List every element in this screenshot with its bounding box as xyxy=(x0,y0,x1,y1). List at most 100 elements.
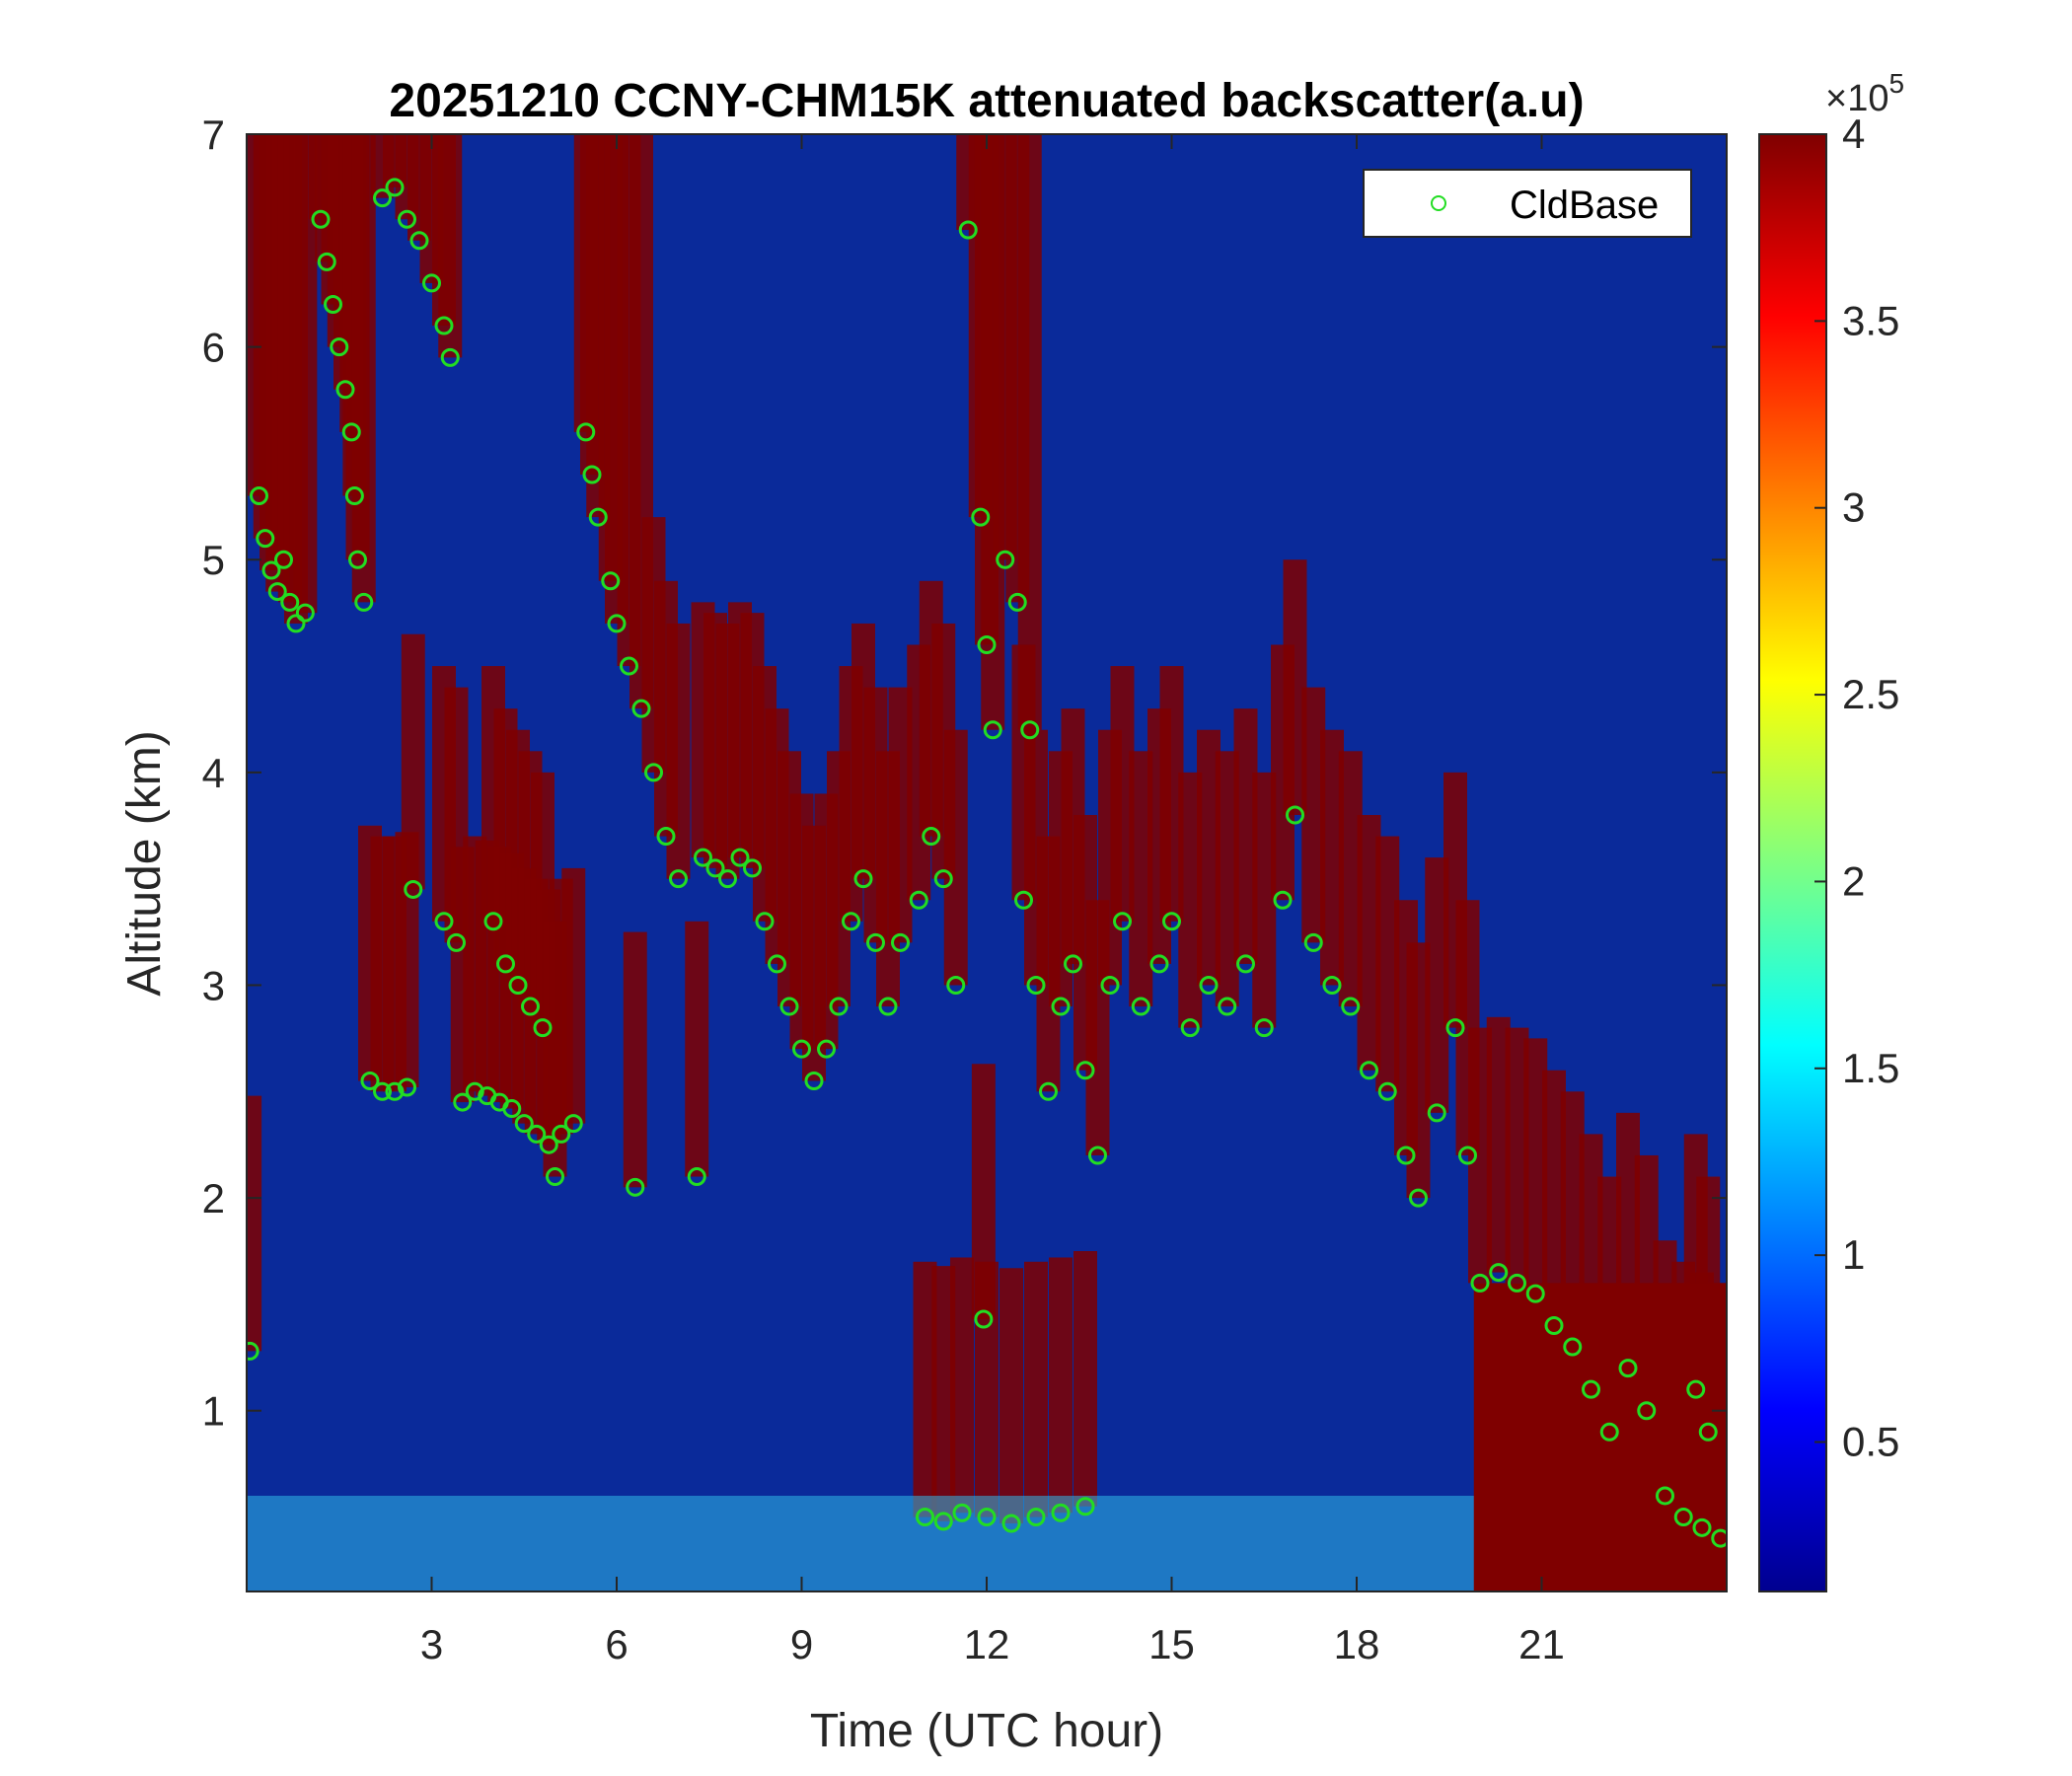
backscatter-cloud-column xyxy=(666,623,691,879)
cloud-base-point xyxy=(601,571,621,591)
backscatter-cloud-column xyxy=(623,931,647,1188)
cloud-base-point xyxy=(398,209,416,229)
x-axis-label: Time (UTC hour) xyxy=(810,1705,1163,1757)
cloud-base-point xyxy=(817,1039,836,1059)
cloud-base-point xyxy=(1618,1359,1638,1378)
cloud-base-point xyxy=(1026,975,1046,995)
y-axis-ticks: 1 2 3 4 5 6 7 xyxy=(202,111,1727,1435)
cloud-base-point xyxy=(792,1039,811,1059)
backscatter-field xyxy=(247,134,1727,1591)
cloud-base-point xyxy=(453,1092,473,1112)
cloud-base-point xyxy=(607,614,627,633)
cloud-base-point xyxy=(1039,1081,1058,1101)
cloud-base-point xyxy=(1599,1422,1619,1442)
cloud-base-point xyxy=(1088,1146,1107,1165)
y-tick-label: 6 xyxy=(202,325,225,371)
backscatter-cloud-column xyxy=(438,134,463,358)
cloud-base-point xyxy=(853,869,873,889)
colorbar-tick-label: 3.5 xyxy=(1842,297,1899,343)
y-tick-label: 4 xyxy=(202,750,225,796)
backscatter-cloud-column xyxy=(971,1064,996,1320)
backscatter-cloud-column xyxy=(685,921,709,1177)
cloud-base-point xyxy=(1698,1422,1718,1442)
cloud-base-point xyxy=(1199,975,1219,995)
cloud-base-point xyxy=(360,1072,380,1091)
cloud-base-point xyxy=(1273,890,1293,910)
cloud-base-point xyxy=(1322,975,1342,995)
cloud-base-point xyxy=(344,486,364,506)
cloud-base-point xyxy=(348,550,367,569)
cloud-base-point xyxy=(891,932,910,952)
backscatter-cloud-column xyxy=(950,1257,974,1514)
legend-marker-icon xyxy=(1431,195,1446,211)
cloud-base-point xyxy=(1064,954,1082,974)
cloud-base-point xyxy=(631,699,651,718)
y-tick-label: 3 xyxy=(202,962,225,1008)
chart-title: 20251210 CCNY-CHM15K attenuated backscat… xyxy=(389,75,1584,127)
cloud-base-point xyxy=(1360,1061,1378,1080)
colorbar-multiplier: ×105 xyxy=(1825,68,1904,119)
cloud-base-point xyxy=(933,1512,953,1531)
cloud-base-point xyxy=(440,347,460,367)
cloud-base-point xyxy=(743,858,762,878)
cloud-base-point xyxy=(694,848,712,867)
cloud-base-point xyxy=(626,1177,645,1197)
cloud-base-point xyxy=(552,1124,571,1144)
cloud-base-point xyxy=(539,1135,558,1154)
colorbar-ticks: 0.5 1 1.5 2 2.5 3 3.5 4 xyxy=(1814,111,1899,1465)
cloud-base-point xyxy=(483,912,503,931)
x-tick-label: 9 xyxy=(790,1621,813,1667)
cloud-base-point xyxy=(983,720,1002,740)
cloud-base-point xyxy=(582,465,602,484)
cloud-base-point xyxy=(295,603,315,623)
cloud-base-point xyxy=(1508,1273,1526,1293)
cloud-base-point xyxy=(878,997,898,1016)
cloud-base-point xyxy=(1162,912,1181,931)
low-cloud-region xyxy=(1473,1283,1727,1591)
cloud-base-point xyxy=(373,1081,392,1101)
backscatter-cloud-column xyxy=(247,1095,262,1352)
cloud-base-point xyxy=(385,1081,405,1101)
backscatter-cloud-column xyxy=(401,633,425,890)
cloud-base-point xyxy=(546,1167,564,1187)
cloud-base-point xyxy=(1470,1273,1490,1293)
cloud-base-point xyxy=(996,550,1015,569)
backscatter-cloud-column xyxy=(999,1268,1023,1524)
y-tick-label: 5 xyxy=(202,537,225,583)
cloud-base-point xyxy=(341,422,361,442)
cloud-base-point xyxy=(1014,890,1033,910)
cloud-base-point xyxy=(576,422,596,442)
cloud-base-point xyxy=(1544,1315,1564,1335)
cloud-base-point xyxy=(514,1114,534,1134)
cloud-base-point xyxy=(1100,975,1120,995)
cloud-base-point xyxy=(1656,1486,1674,1506)
backscatter-cloud-column xyxy=(543,921,567,1177)
cloud-base-point xyxy=(1180,1018,1200,1038)
cloud-base-point xyxy=(1427,1103,1446,1123)
cloud-base-point xyxy=(286,614,306,633)
cloud-base-point xyxy=(909,890,928,910)
backscatter-cloud-column xyxy=(943,729,968,986)
cloud-base-point xyxy=(1637,1401,1657,1421)
cloud-base-point xyxy=(1051,997,1071,1016)
cloud-base-point xyxy=(527,1124,547,1144)
y-axis-label: Altitude (km) xyxy=(118,730,171,996)
cloud-base-point xyxy=(521,997,540,1016)
backscatter-cloud-column xyxy=(1073,1251,1097,1507)
x-tick-label: 21 xyxy=(1518,1621,1565,1667)
cloud-base-point xyxy=(373,188,392,208)
cloud-base-point xyxy=(1026,1508,1046,1527)
x-tick-label: 12 xyxy=(964,1621,1010,1667)
x-tick-label: 6 xyxy=(605,1621,628,1667)
cloud-base-point xyxy=(1001,1514,1021,1533)
colorbar-tick-label: 3 xyxy=(1842,484,1865,531)
x-tick-label: 18 xyxy=(1334,1621,1380,1667)
cloud-base-point xyxy=(311,209,331,229)
colorbar-tick-label: 2.5 xyxy=(1842,671,1899,717)
cloud-base-point xyxy=(687,1167,706,1187)
cloud-base-point xyxy=(398,1077,416,1097)
cloud-base-point xyxy=(1377,1081,1397,1101)
cloud-base-point xyxy=(1075,1061,1095,1080)
cloud-base-point xyxy=(1525,1284,1545,1303)
cloud-base-point xyxy=(1409,1188,1428,1208)
